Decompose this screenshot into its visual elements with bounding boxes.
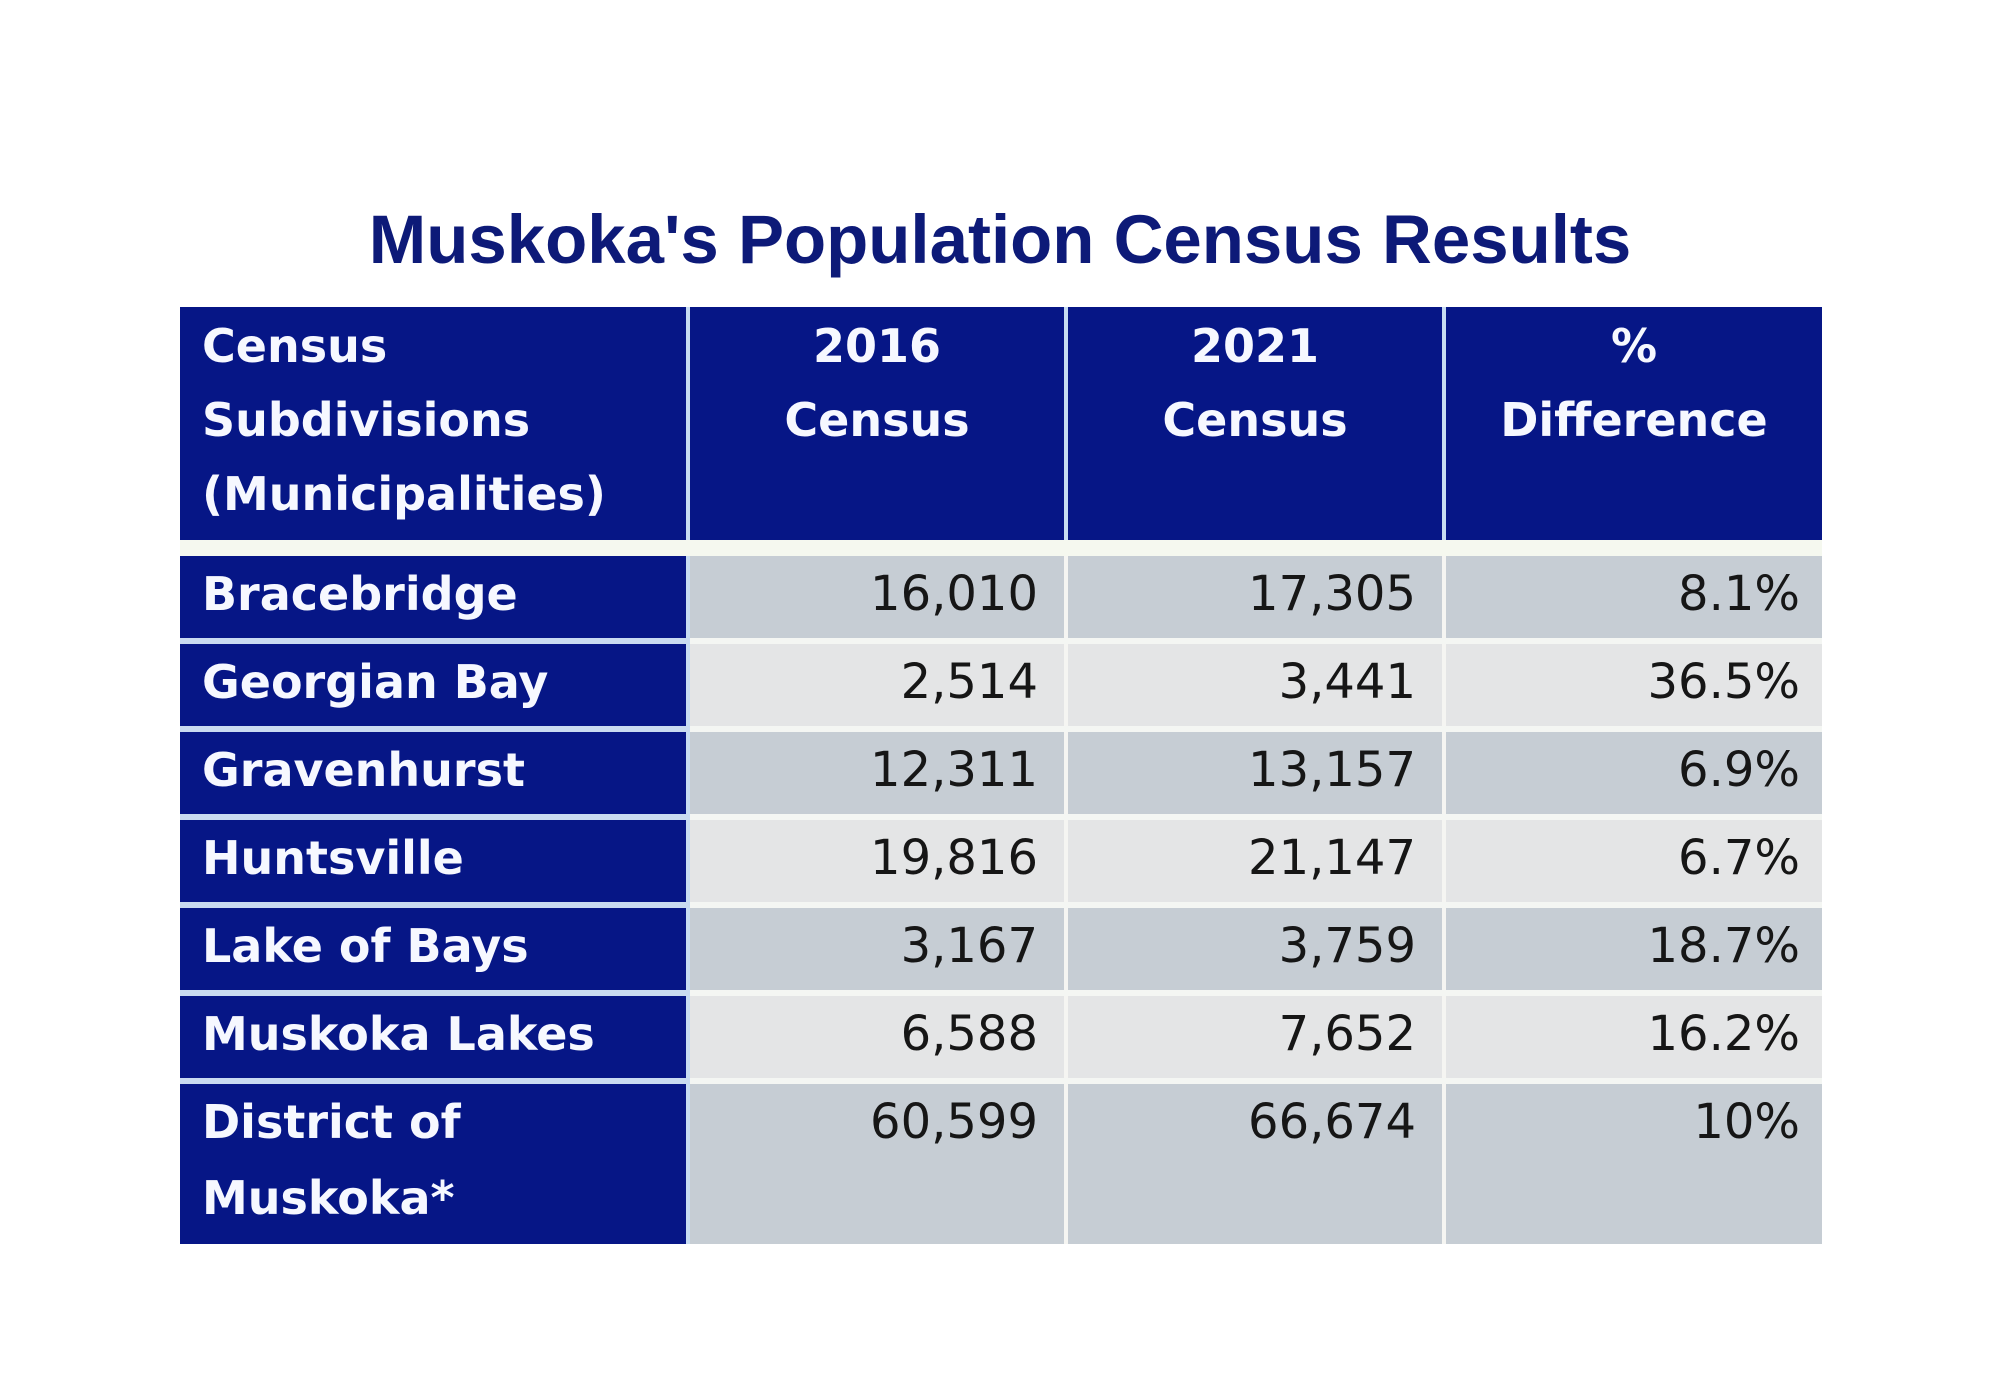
row-name: Lake of Bays: [180, 908, 690, 990]
row-name: Muskoka Lakes: [180, 996, 690, 1078]
cell-2021: 17,305: [1068, 556, 1446, 638]
cell-2021: 13,157: [1068, 732, 1446, 814]
header-2021-census: 2021 Census: [1068, 307, 1446, 540]
cell-diff: 6.7%: [1446, 820, 1822, 902]
cell-2021: 3,759: [1068, 908, 1446, 990]
table-row: Bracebridge 16,010 17,305 8.1%: [180, 556, 1822, 638]
row-name-text: District of: [202, 1095, 461, 1149]
row-divider: [180, 814, 1822, 820]
cell-diff: 8.1%: [1446, 556, 1822, 638]
header-line: Census: [202, 319, 388, 373]
header-gap: [180, 540, 1822, 556]
row-name-text: Muskoka Lakes: [202, 1007, 595, 1061]
header-line: Census: [784, 393, 970, 447]
header-line: %: [1610, 319, 1658, 373]
cell-2021: 66,674: [1068, 1084, 1446, 1244]
cell-2021: 7,652: [1068, 996, 1446, 1078]
cell-diff: 16.2%: [1446, 996, 1822, 1078]
header-line: Difference: [1500, 393, 1768, 447]
row-name: District of Muskoka*: [180, 1084, 690, 1244]
row-divider: [180, 990, 1822, 996]
cell-2016: 6,588: [690, 996, 1068, 1078]
row-name-text: Lake of Bays: [202, 919, 529, 973]
header-percent-difference: % Difference: [1446, 307, 1822, 540]
header-line: Census: [1162, 393, 1348, 447]
cell-2016: 60,599: [690, 1084, 1068, 1244]
table-row-total: District of Muskoka* 60,599 66,674 10%: [180, 1084, 1822, 1244]
row-name: Huntsville: [180, 820, 690, 902]
row-divider: [180, 726, 1822, 732]
row-name: Gravenhurst: [180, 732, 690, 814]
cell-2016: 16,010: [690, 556, 1068, 638]
row-divider: [180, 1078, 1822, 1084]
row-name-text: Muskoka*: [202, 1171, 455, 1225]
header-line: 2021: [1190, 319, 1320, 373]
cell-2016: 19,816: [690, 820, 1068, 902]
header-line: 2016: [812, 319, 942, 373]
header-subdivisions: Census Subdivisions (Municipalities): [180, 307, 690, 540]
cell-diff: 10%: [1446, 1084, 1822, 1244]
table-header: Census Subdivisions (Municipalities) 201…: [180, 307, 1822, 540]
header-line: Subdivisions: [202, 393, 531, 447]
row-divider: [180, 638, 1822, 644]
header-line: (Municipalities): [202, 467, 606, 521]
cell-2021: 3,441: [1068, 644, 1446, 726]
table-row: Gravenhurst 12,311 13,157 6.9%: [180, 732, 1822, 814]
census-table: Census Subdivisions (Municipalities) 201…: [180, 307, 1822, 1244]
table-row: Muskoka Lakes 6,588 7,652 16.2%: [180, 996, 1822, 1078]
cell-2016: 2,514: [690, 644, 1068, 726]
row-name-text: Georgian Bay: [202, 655, 549, 709]
cell-2016: 3,167: [690, 908, 1068, 990]
page-title: Muskoka's Population Census Results: [368, 201, 1632, 278]
row-name: Bracebridge: [180, 556, 690, 638]
row-name-text: Huntsville: [202, 831, 464, 885]
row-name-text: Bracebridge: [202, 567, 518, 621]
cell-diff: 6.9%: [1446, 732, 1822, 814]
table-row: Lake of Bays 3,167 3,759 18.7%: [180, 908, 1822, 990]
row-name-text: Gravenhurst: [202, 743, 525, 797]
cell-2016: 12,311: [690, 732, 1068, 814]
cell-diff: 36.5%: [1446, 644, 1822, 726]
row-divider: [180, 902, 1822, 908]
cell-2021: 21,147: [1068, 820, 1446, 902]
header-2016-census: 2016 Census: [690, 307, 1068, 540]
cell-diff: 18.7%: [1446, 908, 1822, 990]
table-row: Huntsville 19,816 21,147 6.7%: [180, 820, 1822, 902]
table-row: Georgian Bay 2,514 3,441 36.5%: [180, 644, 1822, 726]
row-name: Georgian Bay: [180, 644, 690, 726]
